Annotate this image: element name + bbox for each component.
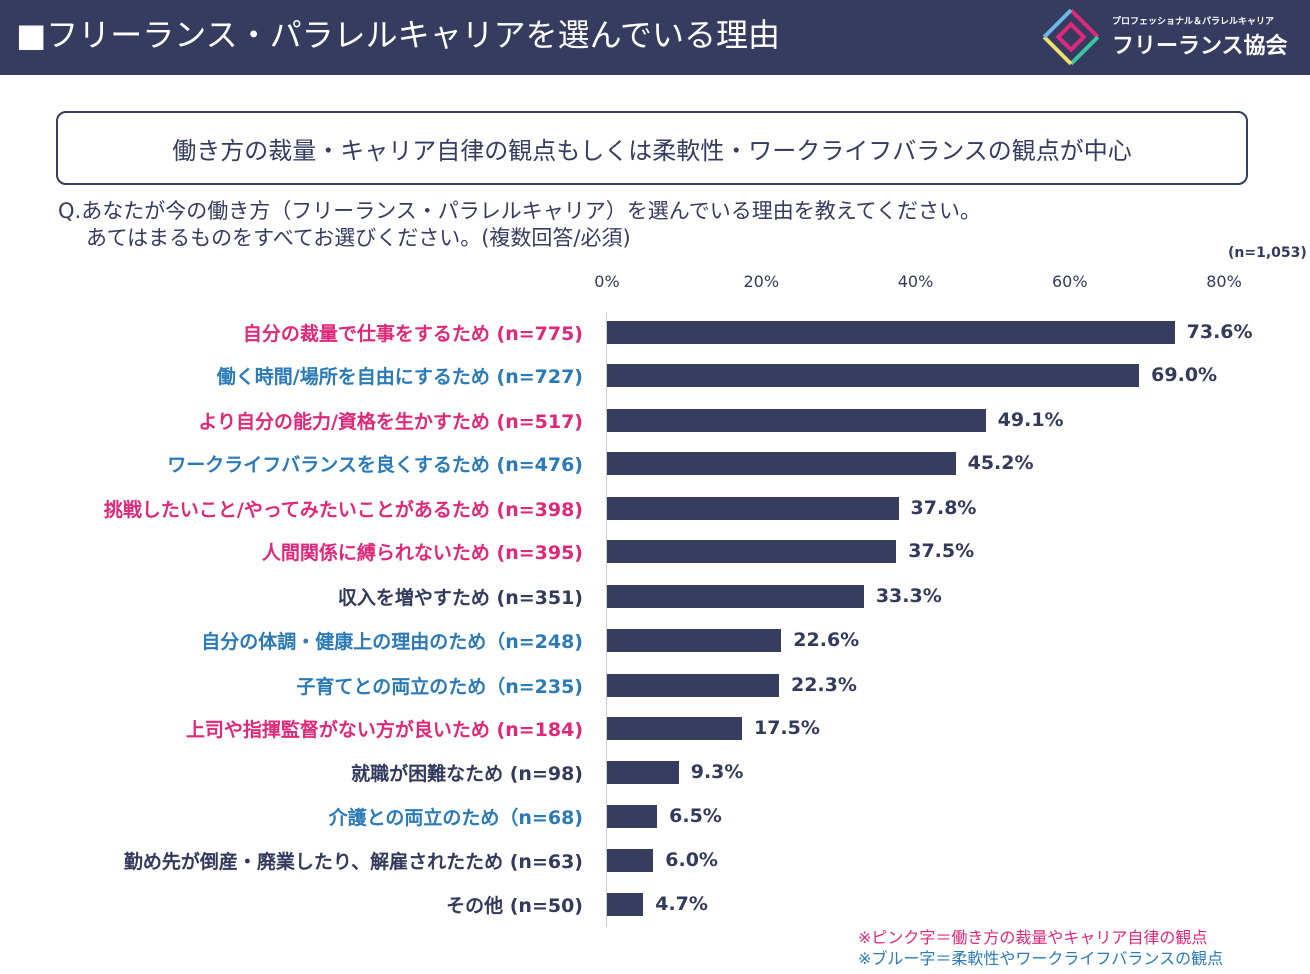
category-label: より自分の能力/資格を生かすため (n=517)	[198, 411, 583, 433]
data-label: 45.2%	[967, 452, 1034, 474]
category-label: ワークライフバランスを良くするため (n=476)	[167, 454, 583, 476]
logo-subtitle: プロフェッショナル＆パラレルキャリア	[1112, 17, 1275, 27]
bar	[607, 452, 956, 475]
data-label: 6.0%	[665, 849, 718, 871]
bar	[607, 585, 864, 608]
data-label: 22.3%	[790, 674, 857, 696]
category-label: 自分の体調・健康上の理由のため（n=248)	[201, 631, 583, 653]
logo-mark-icon	[1042, 8, 1100, 66]
logo: プロフェッショナル＆パラレルキャリア フリーランス協会	[1040, 6, 1305, 68]
data-label: 37.8%	[910, 497, 977, 519]
data-label: 22.6%	[793, 629, 860, 651]
category-label: 上司や指揮監督がない方が良いため (n=184)	[185, 719, 583, 741]
bar	[607, 849, 654, 872]
category-label: その他 (n=50)	[446, 895, 583, 917]
logo-name: フリーランス協会	[1112, 34, 1288, 59]
footnote-blue: ※ブルー字＝柔軟性やワークライフバランスの観点	[858, 949, 1224, 968]
bar	[607, 497, 899, 520]
category-label: 働く時間/場所を自由にするため (n=727)	[216, 366, 583, 388]
category-label: 子育てとの両立のため（n=235)	[296, 676, 583, 698]
x-tick-label: 0%	[594, 272, 620, 291]
x-tick-label: 80%	[1206, 272, 1242, 291]
category-label: 自分の裁量で仕事をするため (n=775)	[242, 323, 583, 345]
y-axis-line	[606, 312, 607, 927]
category-label: 人間関係に縛られないため (n=395)	[261, 542, 583, 564]
bar	[607, 761, 679, 784]
summary-box: 働き方の裁量・キャリア自律の観点もしくは柔軟性・ワークライフバランスの観点が中心	[56, 111, 1248, 185]
x-tick-label: 20%	[743, 272, 780, 291]
bar	[607, 893, 644, 916]
bar	[607, 629, 782, 652]
bar	[607, 364, 1140, 387]
data-label: 33.3%	[875, 585, 942, 607]
data-label: 73.6%	[1186, 321, 1253, 343]
footnote-pink: ※ピンク字＝働き方の裁量やキャリア自律の観点	[858, 928, 1208, 947]
data-label: 17.5%	[753, 717, 820, 739]
category-label: 就職が困難なため (n=98)	[351, 763, 583, 785]
data-label: 6.5%	[669, 805, 722, 827]
data-label: 49.1%	[997, 409, 1064, 431]
data-label: 9.3%	[690, 761, 744, 783]
category-label: 勤め先が倒産・廃業したり、解雇されたため (n=63)	[123, 851, 583, 873]
x-tick-label: 60%	[1051, 272, 1088, 291]
question-line-1: Q.あなたが今の働き方（フリーランス・パラレルキャリア）を選んでいる理由を教えて…	[58, 199, 982, 223]
bar	[607, 674, 779, 697]
category-label: 挑戦したいこと/やってみたいことがあるため (n=398)	[103, 499, 583, 521]
bar	[607, 321, 1175, 344]
category-label: 収入を増やすため (n=351)	[337, 587, 583, 609]
bar	[607, 409, 986, 432]
data-label: 37.5%	[908, 540, 975, 562]
category-label: 介護との両立のため（n=68)	[328, 807, 583, 829]
sample-size: (n=1,053)	[1228, 245, 1307, 261]
question-line-2: あてはまるものをすべてお選びください。(複数回答/必須)	[86, 226, 631, 250]
bar	[607, 717, 742, 740]
bar	[607, 805, 658, 828]
x-tick-label: 40%	[897, 272, 934, 291]
page-title: ■フリーランス・パラレルキャリアを選んでいる理由	[16, 16, 780, 54]
data-label: 69.0%	[1151, 364, 1218, 386]
data-label: 4.7%	[655, 893, 708, 915]
header-bar: ■フリーランス・パラレルキャリアを選んでいる理由 プロフェッショナル＆パラレルキ…	[0, 0, 1310, 75]
bar	[607, 540, 897, 563]
